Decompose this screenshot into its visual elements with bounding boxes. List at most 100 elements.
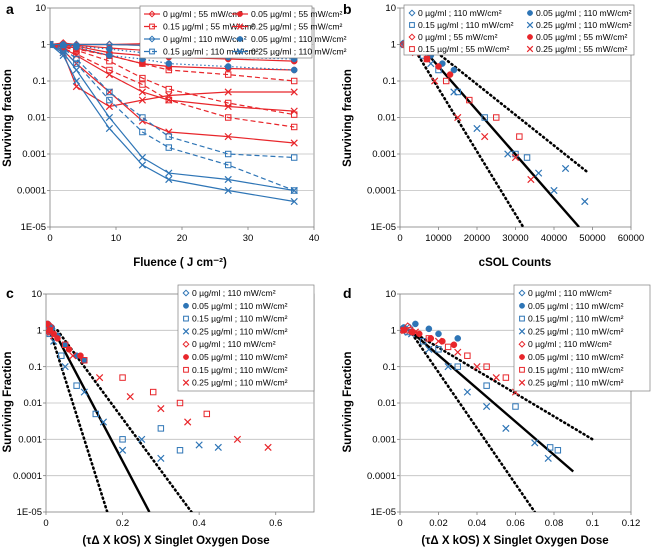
data-point [527,175,535,184]
panel-d: d 1E-05 0.0001 0.001 0.01 0.1 1 10 0 0.02 0.04 0.06… [342,284,651,547]
y-tick-label: 0.0001 [367,471,396,482]
legend-label: 0.05 µg/ml ; 110 mW/cm² [192,352,288,362]
y-tick-label: 1E-05 [371,507,396,518]
y-tick-label: 0.0001 [17,186,46,197]
x-tick-label: 20 [177,233,188,244]
y-axis-title: Surviving fraction [342,69,354,167]
legend-marker [527,34,533,40]
data-point [105,113,114,122]
data-point [423,55,431,63]
data-point [138,153,147,162]
x-tick-label: 0.6 [269,518,282,529]
data-point [106,88,113,96]
legend-label: 0 µg/ml ; 110 mW/cm² [528,339,612,349]
y-tick-label: 0.1 [383,362,396,373]
legend-item: 0.25 µg/ml ; 110 mW/cm² [518,378,624,388]
data-point [290,186,298,195]
data-point [149,388,157,396]
y-tick-label: 0.1 [29,362,42,373]
data-point [118,446,127,454]
data-point [534,169,543,177]
fit-line [418,43,580,227]
data-point [290,154,298,161]
data-point [165,66,173,74]
x-tick-label: 0.1 [586,518,599,529]
legend-marker [236,23,244,30]
legend-item: 0.15 µg/ml ; 55 mW/cm² [144,22,255,32]
legend-item: 0.05 µg/ml ; 110 mW/cm² [519,352,624,362]
data-point [224,175,232,184]
y-axis-title: Surviving Fraction [2,352,14,453]
legend-label: 0.15 µg/ml ; 55 mW/cm² [418,44,510,54]
data-point [454,88,461,96]
data-point [442,77,450,85]
legend-label: 0.25 µg/ml ; 110 mW/cm² [192,326,288,336]
legend-marker [236,48,244,55]
legend-box [139,5,313,59]
data-point [184,418,192,426]
data-point [492,373,500,382]
data-point [512,403,519,410]
x-tick-label: 40000 [541,233,567,244]
y-tick-label: 10 [385,289,396,300]
legend-label: 0 µg/ml ; 110 mW/cm² [163,34,247,44]
data-point [61,341,69,349]
data-point [157,425,165,432]
y-tick-label: 0.01 [378,398,397,409]
legend-item: 0.05 µg/ml ; 110 mW/cm² [519,301,624,311]
legend-label: 0.05 µg/ml ; 110 mW/cm² [192,301,288,311]
data-point [406,327,413,334]
data-point [523,154,531,161]
y-tick-label: 0.1 [33,76,46,87]
data-point [80,388,88,396]
series-line [50,43,295,82]
series-line [50,44,295,203]
data-point [119,436,126,443]
data-point [502,424,510,433]
y-tick-label: 0.01 [28,113,47,124]
data-point [58,352,65,359]
data-point [50,40,54,49]
legend-marker [518,379,526,386]
legend-marker [183,354,189,360]
data-point [450,66,458,74]
legend-marker [409,22,415,28]
data-point [290,107,298,115]
y-tick-label: 0.01 [24,398,43,409]
data-point [400,327,408,334]
x-tick-label: 20000 [464,233,490,244]
legend: 0 µg/ml ; 110 mW/cm² 0.05 µg/ml ; 110 mW/… [513,284,651,392]
y-tick-label: 1E-05 [21,222,46,233]
legend-label: 0.25 µg/ml ; 110 mW/cm² [192,378,288,388]
data-point [165,169,173,177]
data-layer [50,36,299,206]
legend-item: 0.25 µg/ml ; 110 mW/cm² [182,378,288,388]
data-point [165,91,173,100]
x-axis-title: cSOL Counts [479,257,552,269]
legend-label: 0.05 µg/ml ; 110 mW/cm² [536,8,632,18]
data-point [516,133,523,140]
legend-marker [183,366,189,373]
x-axis-title: Fluence ( J cm⁻²) [133,257,227,269]
data-point [446,71,454,78]
panel-b: b 1E-05 0.0001 0.001 0.01 0.1 1 10 0 10000 20000 30… [342,1,644,269]
data-point [105,70,114,79]
data-point [444,343,452,351]
legend-label: 0.15 µg/ml ; 110 mW/cm² [192,365,288,375]
legend-box [177,284,315,392]
legend-label: 0.05 µg/ml ; 55 mW/cm² [536,32,628,42]
legend-item: 0 µg/ml ; 110 mW/cm² [518,288,612,298]
data-point [290,139,298,147]
data-point [203,410,211,418]
legend-item: 0.25 µg/ml ; 110 mW/cm² [182,326,288,336]
data-point [72,66,81,74]
data-point [464,352,471,359]
fit-line-dotted [48,329,109,512]
panel-letter: c [6,285,14,301]
data-point [72,77,81,85]
legend-label: 0.25 µg/ml ; 110 mW/cm² [528,378,624,388]
fit-line-dotted [408,329,537,512]
legend-marker [237,36,243,42]
data-point [290,77,298,85]
